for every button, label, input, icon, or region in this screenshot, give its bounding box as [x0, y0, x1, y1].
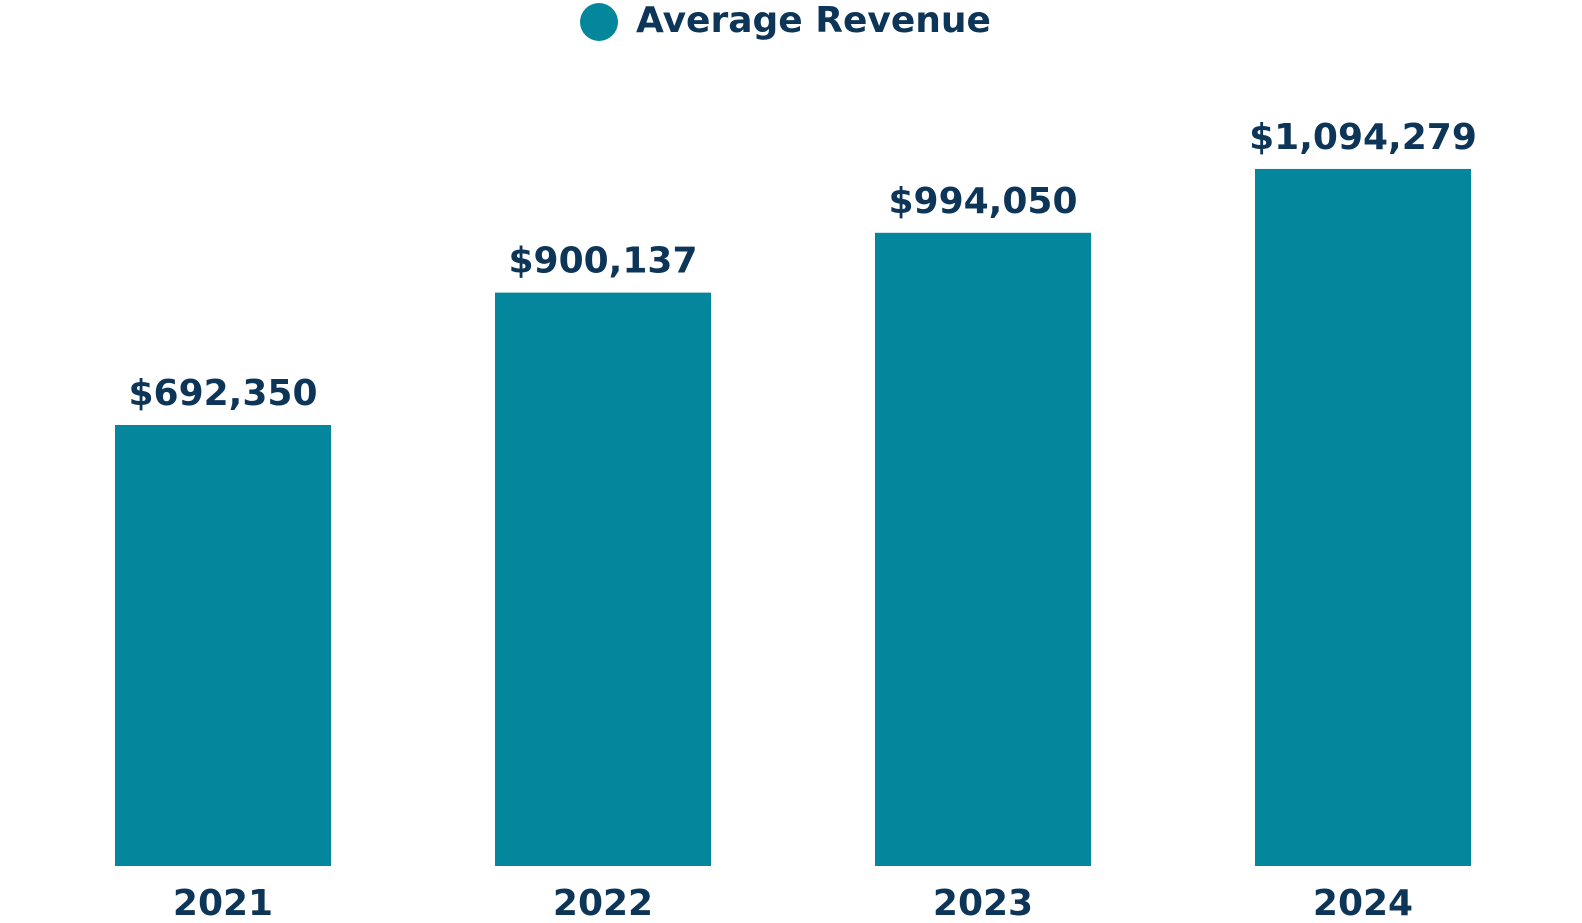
legend: Average Revenue: [580, 0, 991, 41]
bar-2022: [495, 292, 711, 866]
value-label-2023: $994,050: [888, 181, 1077, 222]
x-tick-label-2022: 2022: [553, 883, 653, 923]
value-label-2024: $1,094,279: [1249, 117, 1477, 158]
value-labels-group: $692,350 $900,137 $994,050 $1,094,279: [128, 117, 1476, 414]
x-tick-label-2021: 2021: [173, 883, 273, 923]
bar-2021: [115, 424, 331, 866]
bars-group: [115, 168, 1471, 866]
x-tick-label-2023: 2023: [933, 883, 1033, 923]
value-label-2022: $900,137: [508, 241, 697, 282]
legend-marker: [580, 3, 618, 41]
bar-2023: [875, 232, 1091, 866]
value-label-2021: $692,350: [128, 373, 317, 414]
x-tick-label-2024: 2024: [1313, 883, 1413, 923]
legend-label: Average Revenue: [636, 0, 991, 41]
bar-2024: [1255, 168, 1471, 866]
x-axis-tick-labels: 2021 2022 2023 2024: [173, 883, 1413, 923]
